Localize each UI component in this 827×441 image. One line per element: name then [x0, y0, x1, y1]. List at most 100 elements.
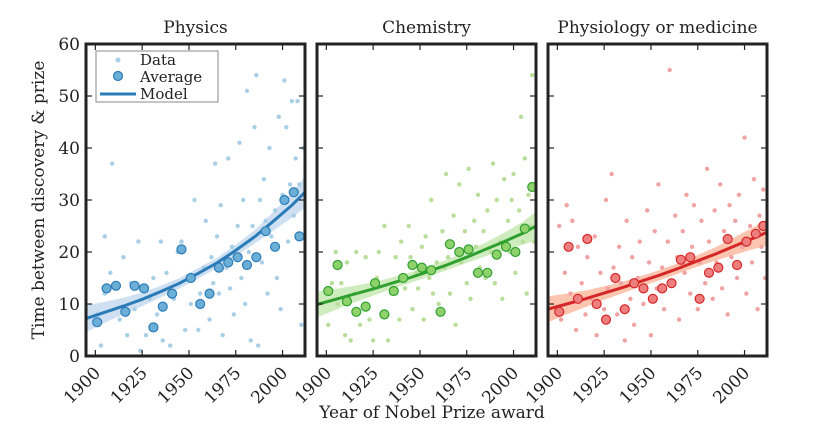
data-point	[344, 260, 350, 265]
data-point	[511, 171, 516, 177]
x-axis-label: Year of Nobel Prize award	[318, 403, 545, 423]
average-point	[416, 262, 427, 273]
data-point	[732, 218, 738, 223]
data-point	[615, 312, 620, 317]
average-point	[388, 285, 399, 297]
data-point	[231, 312, 237, 317]
data-point	[500, 296, 505, 301]
data-point	[229, 244, 235, 249]
x-tick-label: 1925	[107, 363, 152, 408]
data-point	[609, 171, 614, 177]
data-point	[220, 333, 225, 338]
data-point	[624, 218, 629, 223]
data-point	[333, 249, 338, 255]
average-point	[341, 296, 353, 307]
average-point	[379, 309, 390, 320]
average-point	[241, 259, 253, 271]
average-point	[694, 293, 705, 304]
data-point	[339, 281, 344, 286]
data-point	[704, 166, 710, 171]
data-point	[682, 270, 687, 275]
data-point	[252, 125, 257, 130]
average-point	[110, 280, 122, 291]
data-point	[520, 239, 526, 244]
data-point	[299, 322, 304, 327]
panel-frame	[315, 42, 538, 358]
data-point	[402, 286, 408, 291]
data-point	[297, 182, 302, 187]
data-point	[603, 197, 609, 203]
data-point	[256, 343, 261, 348]
average-point	[185, 272, 196, 284]
data-point	[98, 343, 104, 348]
x-tick-label: 2000	[709, 363, 754, 408]
data-point	[680, 229, 685, 234]
average-point	[251, 252, 262, 263]
data-point	[263, 218, 268, 223]
data-point	[557, 223, 562, 229]
data-point	[376, 249, 381, 255]
data-point	[406, 223, 411, 229]
data-point	[564, 203, 569, 208]
data-point	[261, 177, 267, 182]
average-point	[204, 288, 215, 299]
data-point	[326, 322, 331, 327]
data-point	[641, 301, 646, 307]
average-point	[148, 322, 159, 333]
data-point	[761, 187, 766, 192]
data-point	[434, 260, 439, 265]
panel-title: Physiology or medicine	[557, 18, 757, 38]
data-point	[287, 182, 293, 187]
data-point	[747, 223, 753, 229]
data-point	[110, 161, 115, 166]
legend-model-label: Model	[140, 85, 188, 103]
data-point	[108, 270, 113, 275]
average-point	[323, 285, 334, 297]
data-point	[241, 197, 246, 203]
data-point	[513, 270, 518, 275]
data-point	[605, 286, 611, 291]
data-point	[192, 197, 197, 203]
data-point	[419, 244, 425, 249]
data-point	[227, 286, 233, 291]
average-point	[463, 244, 474, 255]
x-tick-label: 1975	[432, 363, 477, 408]
x-tick-label: 1950	[616, 363, 661, 408]
average-point	[269, 241, 281, 252]
data-point	[445, 255, 451, 260]
x-tick-label: 1900	[60, 363, 105, 408]
data-point	[342, 333, 348, 338]
y-tick-label: 40	[58, 139, 80, 159]
average-point	[647, 293, 658, 304]
x-tick-label: 2000	[247, 363, 292, 408]
data-point	[237, 140, 242, 145]
data-point	[282, 78, 287, 83]
data-point	[188, 301, 194, 307]
x-tick-label: 1925	[338, 363, 383, 408]
average-point	[138, 283, 150, 294]
data-point	[451, 213, 456, 218]
data-point	[665, 239, 670, 244]
confidence-band	[317, 211, 536, 318]
data-point	[203, 218, 208, 223]
data-point	[661, 307, 667, 312]
data-point	[699, 218, 704, 223]
average-point	[176, 244, 187, 255]
data-point	[689, 244, 695, 249]
data-point	[423, 234, 428, 239]
data-point	[494, 197, 499, 203]
data-point	[397, 317, 402, 322]
model-line	[85, 191, 307, 321]
data-point	[727, 203, 732, 208]
y-tick-label: 30	[58, 191, 80, 211]
data-point	[269, 234, 274, 239]
average-point	[600, 314, 612, 325]
panel-1: Chemistry 1900 1925 1950 1975 2000	[291, 18, 538, 408]
average-point	[195, 298, 206, 310]
data-point	[354, 249, 359, 255]
average-point	[426, 265, 437, 276]
data-point	[646, 260, 652, 265]
data-point	[289, 99, 295, 104]
data-point	[509, 197, 514, 203]
